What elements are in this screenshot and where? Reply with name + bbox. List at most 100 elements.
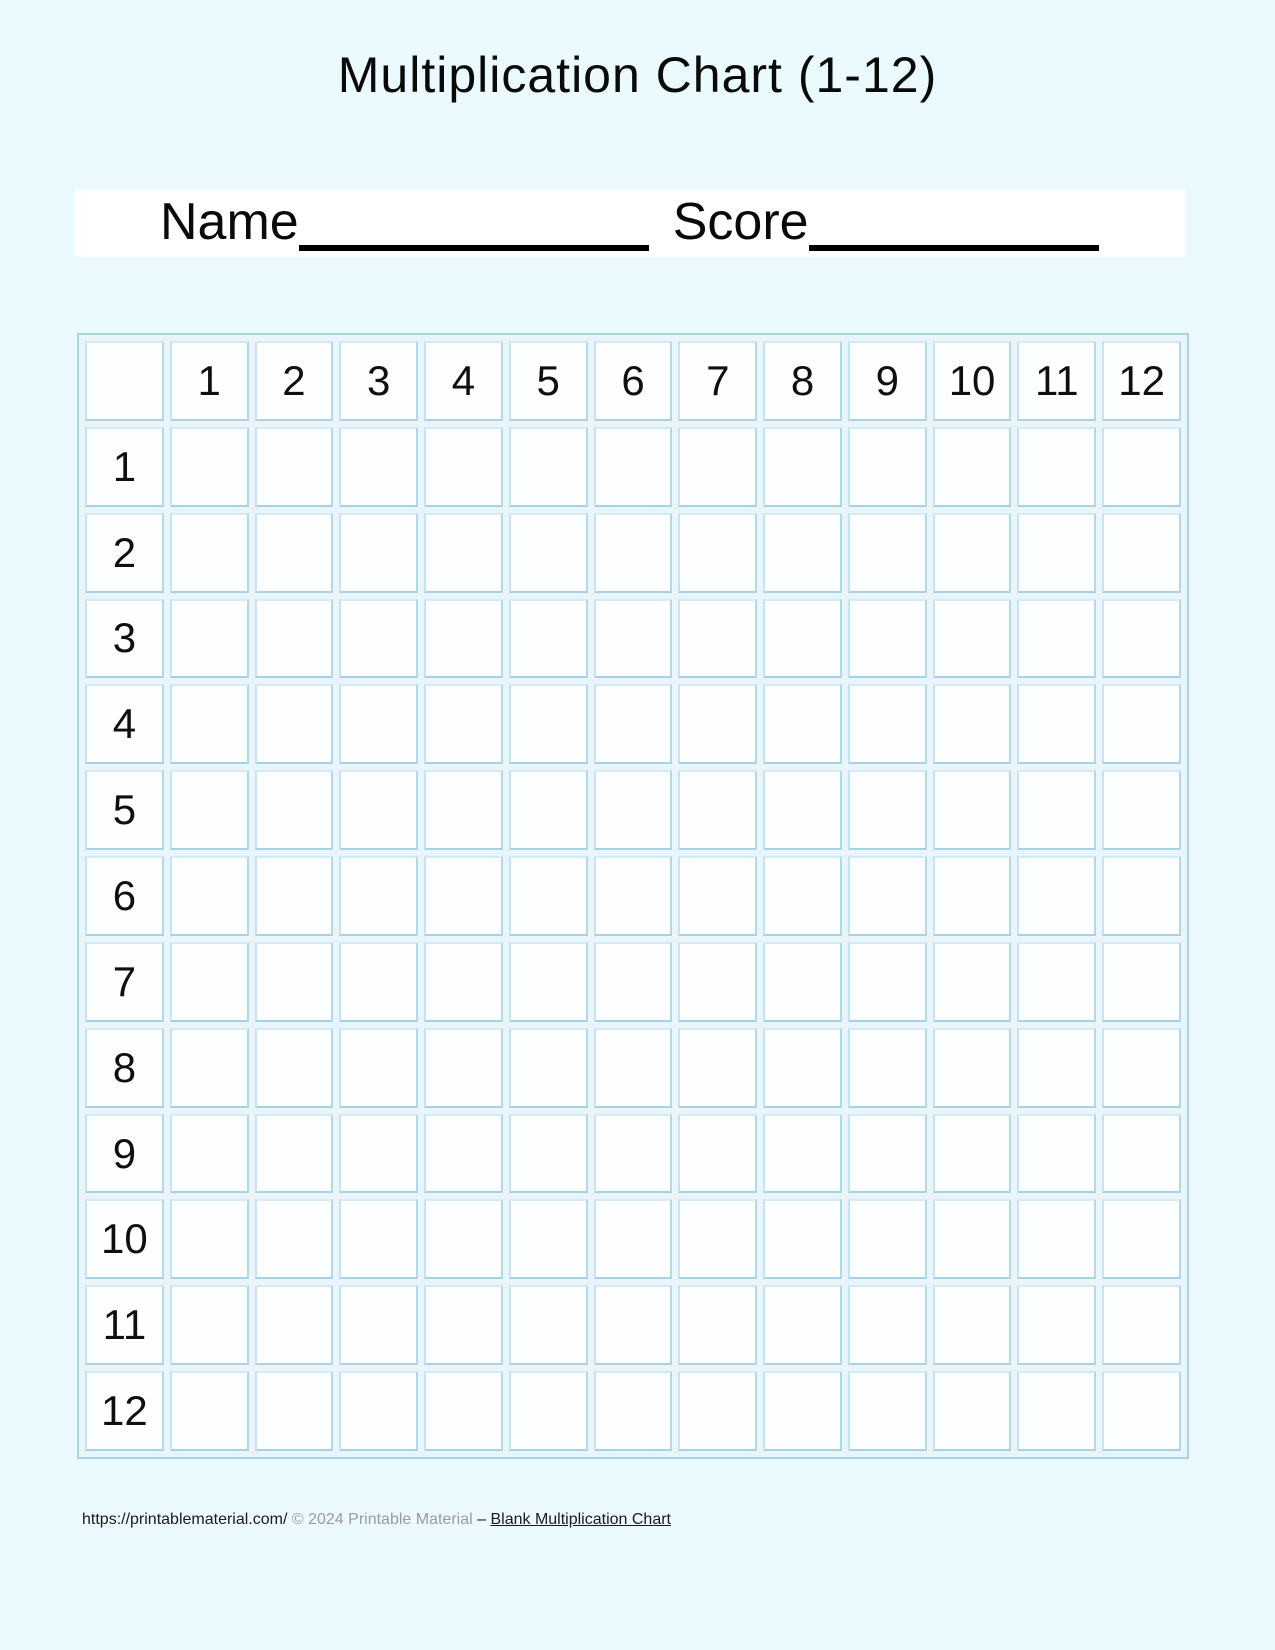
cell-1x6 [593, 426, 673, 507]
cell-9x2 [254, 1113, 334, 1194]
cell-4x2 [254, 684, 334, 765]
cell-3x6 [593, 598, 673, 679]
cell-5x2 [254, 770, 334, 851]
footer-link[interactable]: Blank Multiplication Chart [490, 1511, 671, 1528]
cell-7x12 [1102, 941, 1181, 1022]
cell-5x8 [763, 770, 842, 851]
cell-10x8 [763, 1199, 842, 1280]
column-header-11: 11 [1017, 341, 1097, 421]
multiplication-grid: 1 2 3 4 5 6 7 8 9 10 11 12 1 2 3 4 5 6 7 8 9 10 11 12 [77, 333, 1189, 1459]
cell-3x12 [1102, 598, 1181, 679]
corner-cell [85, 341, 164, 421]
cell-10x5 [508, 1199, 588, 1280]
cell-10x9 [847, 1199, 927, 1280]
cell-6x1 [169, 856, 249, 936]
cell-5x9 [847, 770, 927, 851]
cell-11x2 [254, 1285, 334, 1366]
cell-7x7 [678, 941, 758, 1022]
cell-2x5 [508, 512, 588, 593]
cell-11x10 [932, 1285, 1012, 1366]
cell-12x12 [1102, 1371, 1181, 1451]
row-header-4: 4 [85, 684, 164, 765]
score-label: Score [672, 193, 809, 251]
cell-10x12 [1102, 1199, 1181, 1280]
cell-1x3 [339, 426, 419, 507]
cell-1x9 [847, 426, 927, 507]
cell-7x4 [424, 941, 503, 1022]
cell-10x6 [593, 1199, 673, 1280]
name-score-bar: Name Score [75, 190, 1185, 257]
footer-url: https://printablematerial.com/ [82, 1511, 288, 1528]
cell-6x10 [932, 856, 1012, 936]
cell-8x9 [847, 1027, 927, 1108]
cell-5x3 [339, 770, 419, 851]
cell-2x2 [254, 512, 334, 593]
cell-4x11 [1017, 684, 1097, 765]
cell-10x4 [424, 1199, 503, 1280]
cell-2x12 [1102, 512, 1181, 593]
cell-7x3 [339, 941, 419, 1022]
cell-4x5 [508, 684, 588, 765]
cell-11x12 [1102, 1285, 1181, 1366]
cell-2x10 [932, 512, 1012, 593]
cell-11x9 [847, 1285, 927, 1366]
column-header-5: 5 [508, 341, 588, 421]
cell-4x3 [339, 684, 419, 765]
row-header-7: 7 [85, 941, 164, 1022]
page-title: Multiplication Chart (1-12) [337, 47, 938, 103]
cell-1x12 [1102, 426, 1181, 507]
cell-5x10 [932, 770, 1012, 851]
cell-12x1 [169, 1371, 249, 1451]
cell-10x7 [678, 1199, 758, 1280]
cell-1x1 [169, 426, 249, 507]
cell-1x2 [254, 426, 334, 507]
cell-1x7 [678, 426, 758, 507]
cell-8x6 [593, 1027, 673, 1108]
cell-1x4 [424, 426, 503, 507]
cell-4x12 [1102, 684, 1181, 765]
cell-4x4 [424, 684, 503, 765]
cell-3x5 [508, 598, 588, 679]
cell-10x10 [932, 1199, 1012, 1280]
cell-11x7 [678, 1285, 758, 1366]
cell-9x1 [169, 1113, 249, 1194]
cell-4x1 [169, 684, 249, 765]
cell-7x10 [932, 941, 1012, 1022]
cell-12x6 [593, 1371, 673, 1451]
cell-6x5 [508, 856, 588, 936]
cell-11x5 [508, 1285, 588, 1366]
cell-8x2 [254, 1027, 334, 1108]
cell-9x7 [678, 1113, 758, 1194]
footer-separator: – [477, 1511, 487, 1528]
cell-2x8 [763, 512, 842, 593]
cell-7x6 [593, 941, 673, 1022]
column-header-3: 3 [339, 341, 419, 421]
score-blank-line [808, 243, 1099, 251]
cell-3x2 [254, 598, 334, 679]
cell-9x8 [763, 1113, 842, 1194]
cell-9x9 [847, 1113, 927, 1194]
cell-8x10 [932, 1027, 1012, 1108]
column-header-2: 2 [254, 341, 334, 421]
cell-11x4 [424, 1285, 503, 1366]
cell-6x9 [847, 856, 927, 936]
cell-2x11 [1017, 512, 1097, 593]
name-label: Name [160, 193, 299, 251]
cell-2x1 [169, 512, 249, 593]
cell-6x6 [593, 856, 673, 936]
cell-11x1 [169, 1285, 249, 1366]
cell-8x5 [508, 1027, 588, 1108]
footer-copyright: © 2024 Printable Material [291, 1511, 473, 1528]
cell-5x5 [508, 770, 588, 851]
cell-8x7 [678, 1027, 758, 1108]
row-header-2: 2 [85, 512, 164, 593]
cell-5x6 [593, 770, 673, 851]
cell-7x8 [763, 941, 842, 1022]
cell-3x8 [763, 598, 842, 679]
cell-4x7 [678, 684, 758, 765]
cell-10x2 [254, 1199, 334, 1280]
cell-2x9 [847, 512, 927, 593]
cell-12x11 [1017, 1371, 1097, 1451]
cell-6x2 [254, 856, 334, 936]
cell-5x1 [169, 770, 249, 851]
